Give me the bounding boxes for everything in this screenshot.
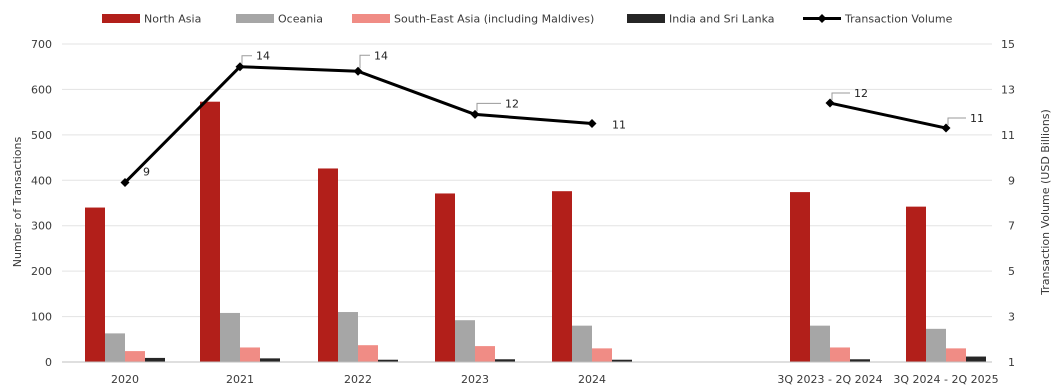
- legend-label: India and Sri Lanka: [669, 13, 775, 26]
- line-point: [235, 62, 245, 72]
- bar: [495, 359, 515, 362]
- data-label-leader: [831, 92, 850, 101]
- y-axis-title-right: Transaction Volume (USD Billions): [1039, 109, 1052, 296]
- y-tick-label-left: 200: [31, 265, 52, 278]
- legend-marker: [817, 14, 827, 23]
- x-tick-label: 3Q 2024 - 2Q 2025: [893, 373, 998, 386]
- y-tick-label-left: 400: [31, 174, 52, 187]
- bar: [85, 207, 105, 362]
- line-data-label: 14: [256, 50, 270, 63]
- bar: [810, 325, 830, 362]
- bar: [926, 328, 946, 362]
- bar: [592, 348, 612, 362]
- legend-swatch: [102, 14, 140, 23]
- bar: [790, 192, 810, 362]
- transaction-volume-line: [120, 62, 951, 188]
- y-tick-label-left: 600: [31, 83, 52, 96]
- y-tick-label-right: 3: [1008, 311, 1015, 324]
- bar: [946, 348, 966, 362]
- bar: [105, 333, 125, 362]
- y-tick-label-right: 15: [1001, 38, 1015, 51]
- bar: [125, 351, 145, 362]
- data-labels: 9 14 14 12 11 12 11: [143, 49, 984, 178]
- bar: [906, 206, 926, 362]
- bar: [338, 312, 358, 362]
- y-tick-label-left: 100: [31, 311, 52, 324]
- line-point: [825, 98, 835, 108]
- data-label-leader: [359, 54, 370, 69]
- bars: [85, 101, 986, 363]
- bar: [830, 347, 850, 362]
- x-tick-label: 2022: [344, 373, 372, 386]
- x-tick-label: 3Q 2023 - 2Q 2024: [777, 373, 882, 386]
- data-label-leader: [241, 55, 252, 64]
- bar: [966, 356, 986, 362]
- legend-label: Transaction Volume: [844, 13, 953, 26]
- x-tick-label: 2020: [111, 373, 139, 386]
- line-point: [120, 178, 130, 188]
- bar: [572, 325, 592, 362]
- bar: [552, 191, 572, 362]
- bar: [260, 358, 280, 362]
- x-tick-label: 2024: [578, 373, 606, 386]
- y-tick-label-left: 300: [31, 220, 52, 233]
- bar: [455, 320, 475, 362]
- legend-swatch: [236, 14, 274, 23]
- legend-swatch: [352, 14, 390, 23]
- y-tick-label-right: 7: [1008, 220, 1015, 233]
- bar: [318, 168, 338, 362]
- bar: [200, 101, 220, 363]
- line-data-label: 9: [143, 166, 150, 179]
- y-tick-label-right: 9: [1008, 174, 1015, 187]
- y-tick-label-left: 500: [31, 129, 52, 142]
- data-label-leader: [476, 102, 501, 112]
- x-tick-label: 2021: [226, 373, 254, 386]
- line-data-label: 11: [612, 119, 626, 132]
- line-point: [587, 119, 597, 128]
- line-point: [353, 66, 363, 76]
- y-tick-label-right: 11: [1001, 129, 1015, 142]
- line-data-label: 11: [970, 112, 984, 125]
- bar: [475, 346, 495, 362]
- bar: [220, 312, 240, 362]
- line-point: [470, 109, 480, 119]
- y-tick-label-left: 700: [31, 38, 52, 51]
- line-series-segment: [829, 101, 947, 130]
- line-data-label: 12: [854, 87, 868, 100]
- line-point: [941, 123, 951, 133]
- legend: North Asia Oceania South-East Asia (includ…: [102, 13, 953, 26]
- bar: [378, 359, 398, 362]
- line-series-segment: [123, 65, 593, 184]
- y-tick-label-right: 1: [1008, 356, 1015, 369]
- y-tick-label-left: 0: [45, 356, 52, 369]
- line-data-label: 14: [374, 49, 388, 62]
- legend-label: South-East Asia (including Maldives): [394, 13, 594, 26]
- bar: [240, 347, 260, 362]
- bar: [358, 345, 378, 362]
- data-label-leader: [947, 117, 966, 126]
- line-data-label: 12: [505, 97, 519, 110]
- bar: [850, 359, 870, 362]
- bar: [435, 193, 455, 362]
- bar: [145, 357, 165, 362]
- bar: [612, 359, 632, 362]
- legend-swatch: [627, 14, 665, 23]
- y-tick-label-right: 5: [1008, 265, 1015, 278]
- legend-label: Oceania: [278, 13, 323, 26]
- y-tick-label-right: 13: [1001, 83, 1015, 96]
- y-axis-title-left: Number of Transactions: [11, 137, 24, 268]
- legend-label: North Asia: [144, 13, 201, 26]
- x-tick-label: 2023: [461, 373, 489, 386]
